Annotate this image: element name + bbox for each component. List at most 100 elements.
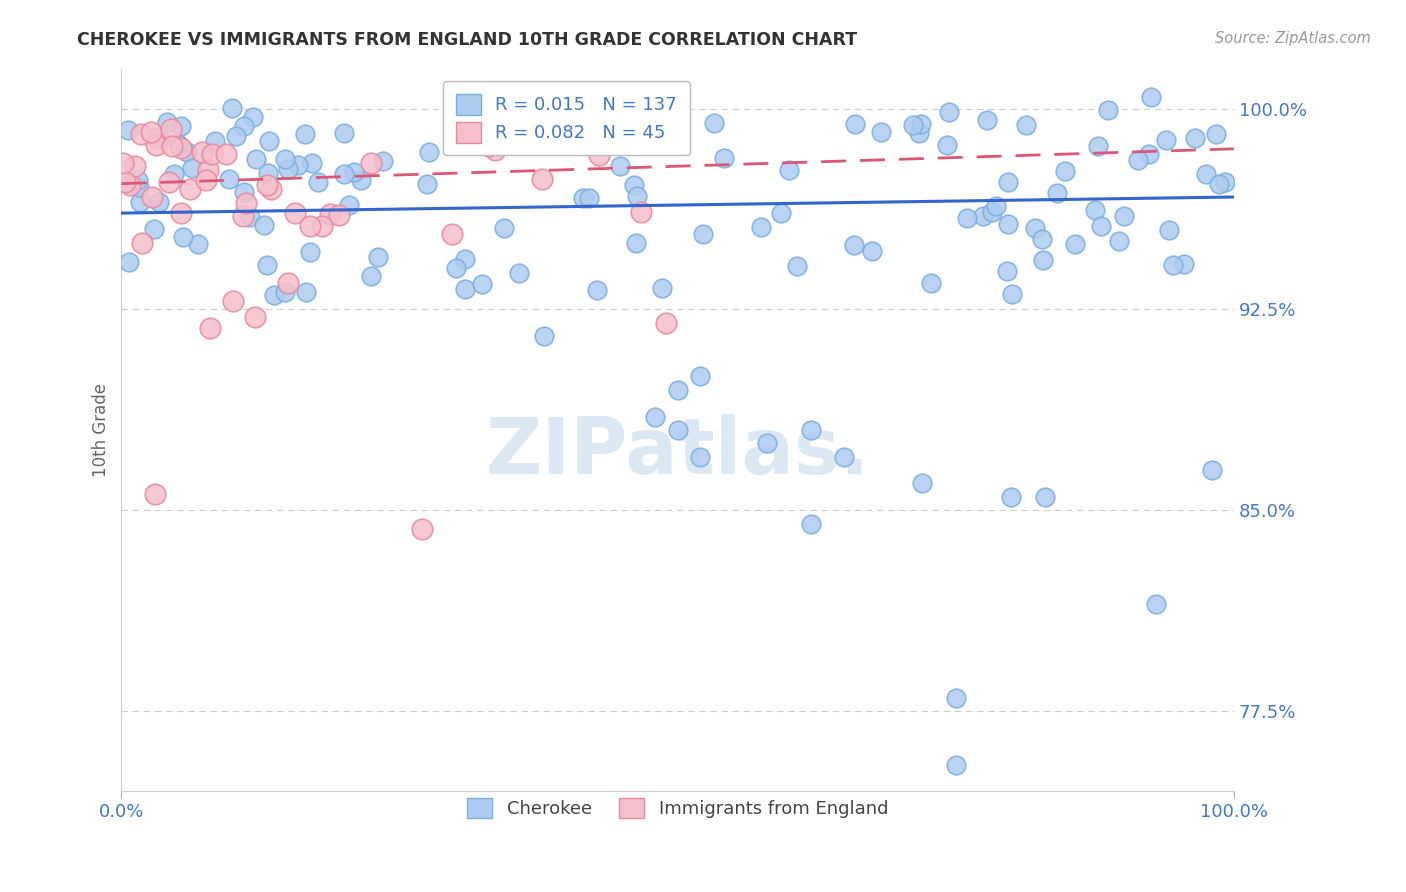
Point: [588, 148, 610, 162]
Point: [572, 191, 595, 205]
Point: [360, 155, 382, 169]
Point: [689, 369, 711, 384]
Point: [277, 161, 299, 176]
Point: [1126, 153, 1149, 168]
Point: [274, 285, 297, 299]
Point: [235, 195, 257, 210]
Point: [1137, 146, 1160, 161]
Point: [908, 126, 931, 140]
Point: [221, 294, 243, 309]
Point: [454, 282, 477, 296]
Point: [1201, 463, 1223, 477]
Point: [311, 219, 333, 233]
Text: ZIPatlas.: ZIPatlas.: [485, 414, 870, 490]
Point: [454, 252, 477, 266]
Y-axis label: 10th Grade: 10th Grade: [93, 383, 110, 477]
Point: [630, 204, 652, 219]
Point: [778, 163, 800, 178]
Point: [114, 175, 136, 189]
Point: [1046, 186, 1069, 200]
Point: [1054, 164, 1077, 178]
Point: [170, 141, 193, 155]
Point: [1195, 167, 1218, 181]
Point: [800, 423, 823, 437]
Point: [984, 199, 1007, 213]
Point: [626, 236, 648, 251]
Point: [197, 162, 219, 177]
Point: [844, 117, 866, 131]
Point: [1140, 90, 1163, 104]
Point: [333, 167, 356, 181]
Point: [1097, 103, 1119, 117]
Point: [284, 206, 307, 220]
Point: [636, 137, 658, 152]
Point: [131, 235, 153, 250]
Point: [920, 276, 942, 290]
Point: [343, 165, 366, 179]
Point: [623, 178, 645, 193]
Point: [333, 126, 356, 140]
Point: [157, 175, 180, 189]
Point: [508, 267, 530, 281]
Point: [911, 476, 934, 491]
Point: [1213, 175, 1236, 189]
Point: [910, 117, 932, 131]
Point: [1087, 139, 1109, 153]
Point: [253, 218, 276, 232]
Point: [870, 125, 893, 139]
Point: [233, 120, 256, 134]
Point: [371, 154, 394, 169]
Point: [170, 206, 193, 220]
Point: [1114, 210, 1136, 224]
Point: [749, 219, 772, 234]
Point: [769, 206, 792, 220]
Point: [533, 329, 555, 343]
Point: [256, 178, 278, 192]
Point: [360, 268, 382, 283]
Point: [129, 128, 152, 142]
Point: [860, 244, 883, 258]
Point: [117, 123, 139, 137]
Point: [1031, 232, 1053, 246]
Point: [118, 178, 141, 192]
Point: [1144, 597, 1167, 611]
Point: [938, 105, 960, 120]
Point: [298, 245, 321, 260]
Point: [194, 173, 217, 187]
Point: [145, 137, 167, 152]
Point: [997, 175, 1019, 189]
Point: [263, 287, 285, 301]
Point: [1184, 130, 1206, 145]
Point: [257, 166, 280, 180]
Point: [238, 210, 260, 224]
Point: [578, 191, 600, 205]
Point: [163, 167, 186, 181]
Point: [834, 450, 856, 464]
Point: [655, 316, 678, 330]
Point: [651, 281, 673, 295]
Point: [260, 182, 283, 196]
Point: [215, 147, 238, 161]
Point: [257, 134, 280, 148]
Point: [141, 190, 163, 204]
Point: [218, 172, 240, 186]
Legend: Cherokee, Immigrants from England: Cherokee, Immigrants from England: [460, 790, 896, 826]
Point: [160, 139, 183, 153]
Point: [440, 227, 463, 241]
Point: [112, 155, 135, 169]
Point: [980, 204, 1002, 219]
Point: [148, 130, 170, 145]
Point: [129, 194, 152, 209]
Point: [256, 258, 278, 272]
Point: [945, 690, 967, 705]
Point: [1108, 234, 1130, 248]
Point: [478, 138, 501, 153]
Point: [307, 175, 329, 189]
Point: [204, 134, 226, 148]
Point: [274, 152, 297, 166]
Point: [179, 181, 201, 195]
Point: [200, 321, 222, 335]
Point: [972, 209, 994, 223]
Point: [367, 251, 389, 265]
Point: [225, 128, 247, 143]
